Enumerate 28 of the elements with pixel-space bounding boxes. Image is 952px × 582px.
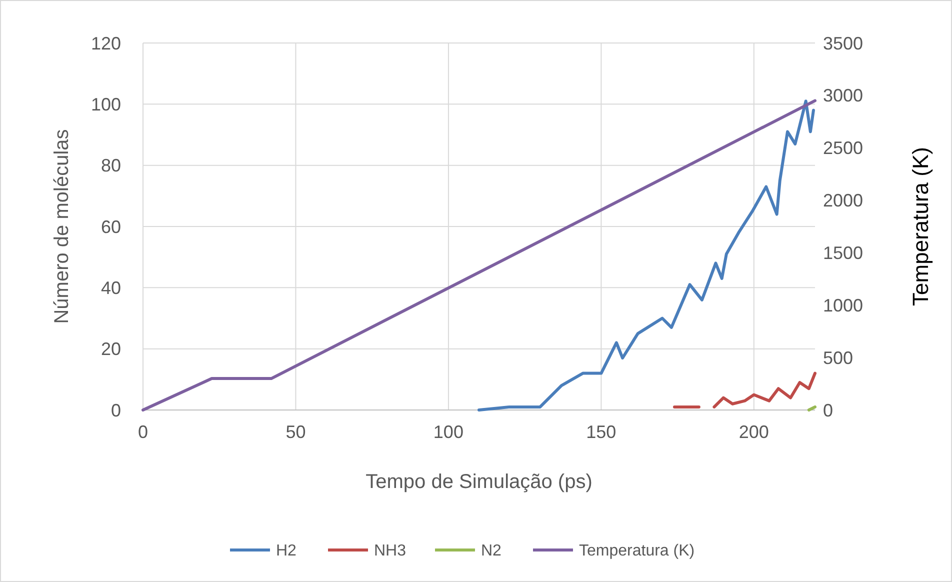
y-tick-label: 100: [90, 94, 121, 114]
legend-label: Temperatura (K): [579, 542, 695, 560]
x-tick-label: 0: [138, 422, 148, 442]
legend-label: H2: [276, 542, 297, 560]
legend-label: N2: [481, 542, 502, 560]
line-series: [478, 100, 815, 412]
x-tick-label: 50: [286, 422, 306, 442]
y2-tick-label: 0: [823, 400, 834, 420]
y2-tick-label: 1000: [823, 295, 864, 316]
y-tick-label: 20: [100, 339, 121, 360]
y2-tick-label: 1500: [823, 243, 864, 264]
y-tick-label: 40: [100, 278, 121, 298]
x-axis-title: Tempo de Simulação (ps): [366, 471, 592, 493]
y-tick-label: 120: [90, 33, 121, 54]
y-tick-label: 60: [100, 216, 121, 237]
y2-tick-label: 500: [823, 348, 854, 368]
y-tick-label: 0: [110, 400, 121, 420]
y2-tick-label: 2500: [823, 138, 864, 158]
legend-label: NH3: [374, 542, 406, 560]
x-tick-label: 200: [738, 422, 769, 442]
y2-tick-label: 2000: [823, 190, 864, 211]
y-axis-title: Número de moléculas: [51, 129, 73, 324]
y2-axis-title: Temperatura (K): [908, 147, 933, 306]
x-tick-label: 100: [433, 422, 464, 442]
x-tick-label: 150: [586, 422, 616, 442]
y2-tick-label: 3000: [823, 86, 864, 106]
y2-tick-label: 3500: [823, 33, 864, 54]
y-tick-label: 80: [100, 156, 121, 176]
